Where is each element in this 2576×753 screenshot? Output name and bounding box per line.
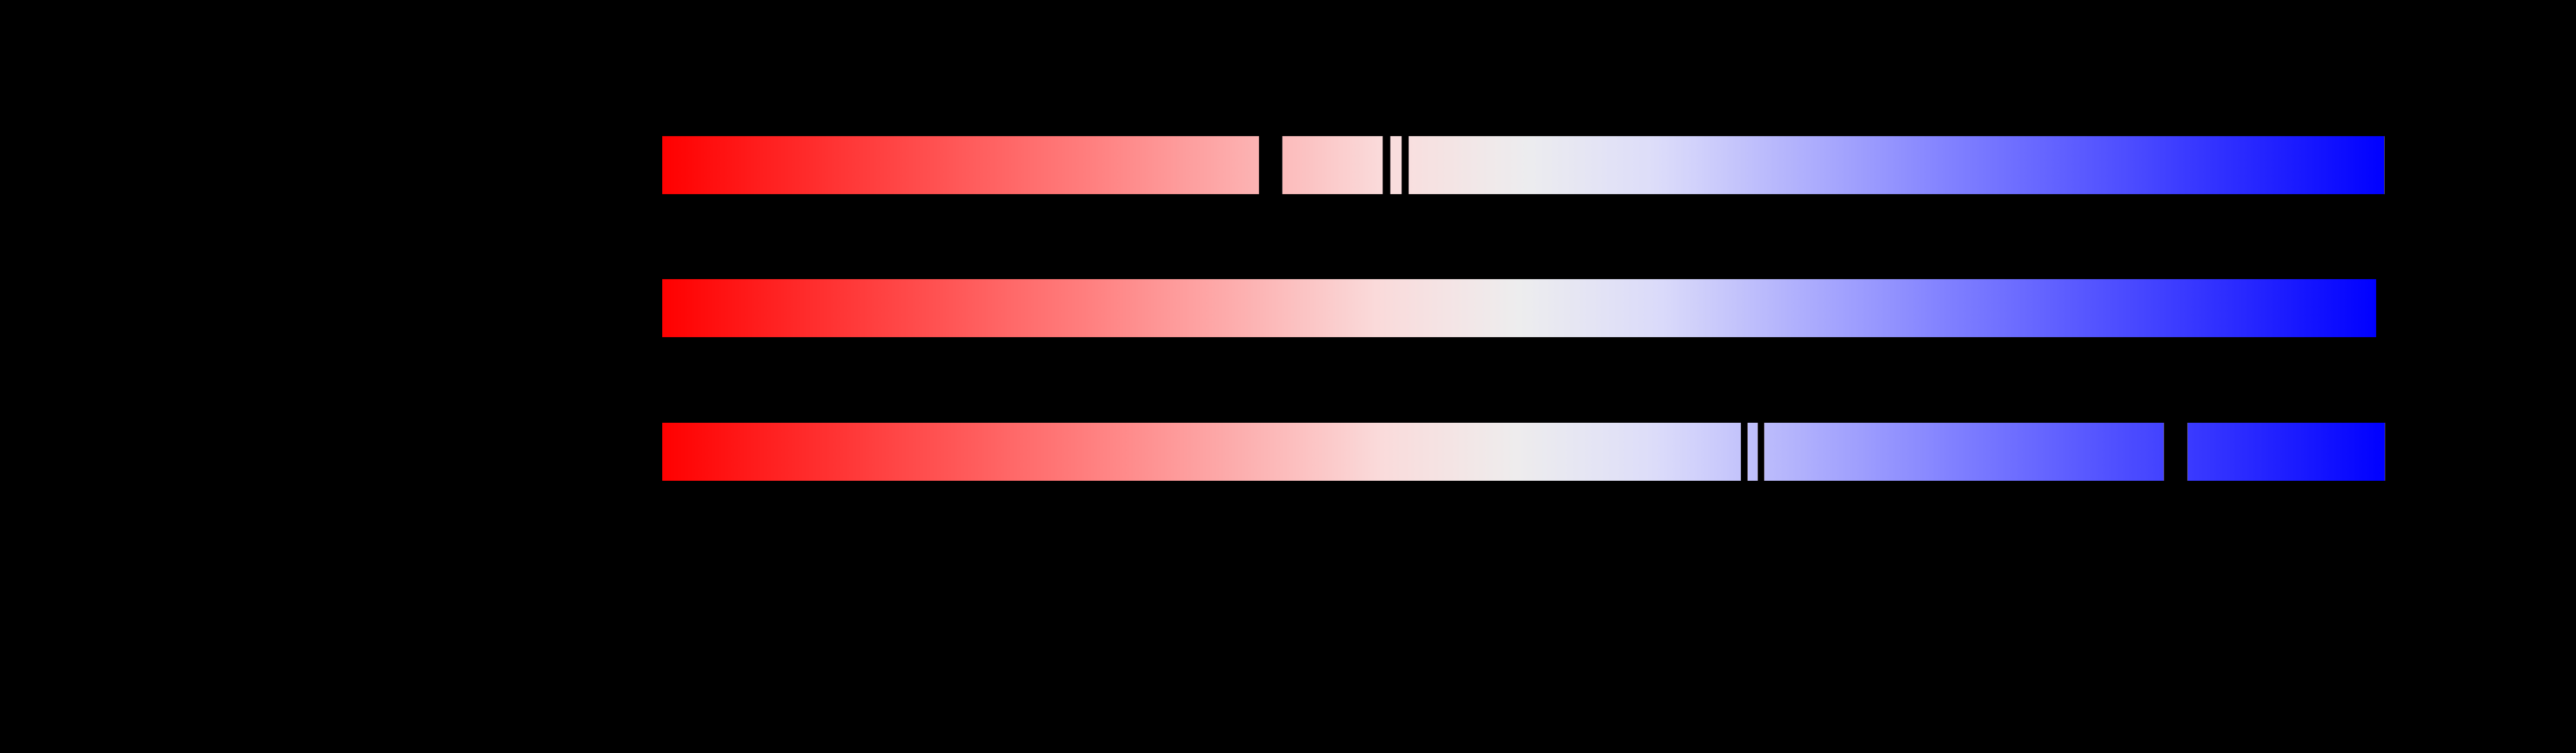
- colorbar-segment: [1747, 423, 1758, 481]
- colorbar-segment: [1764, 423, 2164, 481]
- colorbar-segment: [1390, 136, 1402, 194]
- colorbar-segment: [1282, 136, 1383, 194]
- colorbar-segment: [662, 279, 2376, 337]
- colorbar-segment: [662, 136, 1259, 194]
- colorbar-segment: [1408, 136, 2385, 194]
- colorbar-segment: [2187, 423, 2385, 481]
- colorbar-segment: [662, 423, 1741, 481]
